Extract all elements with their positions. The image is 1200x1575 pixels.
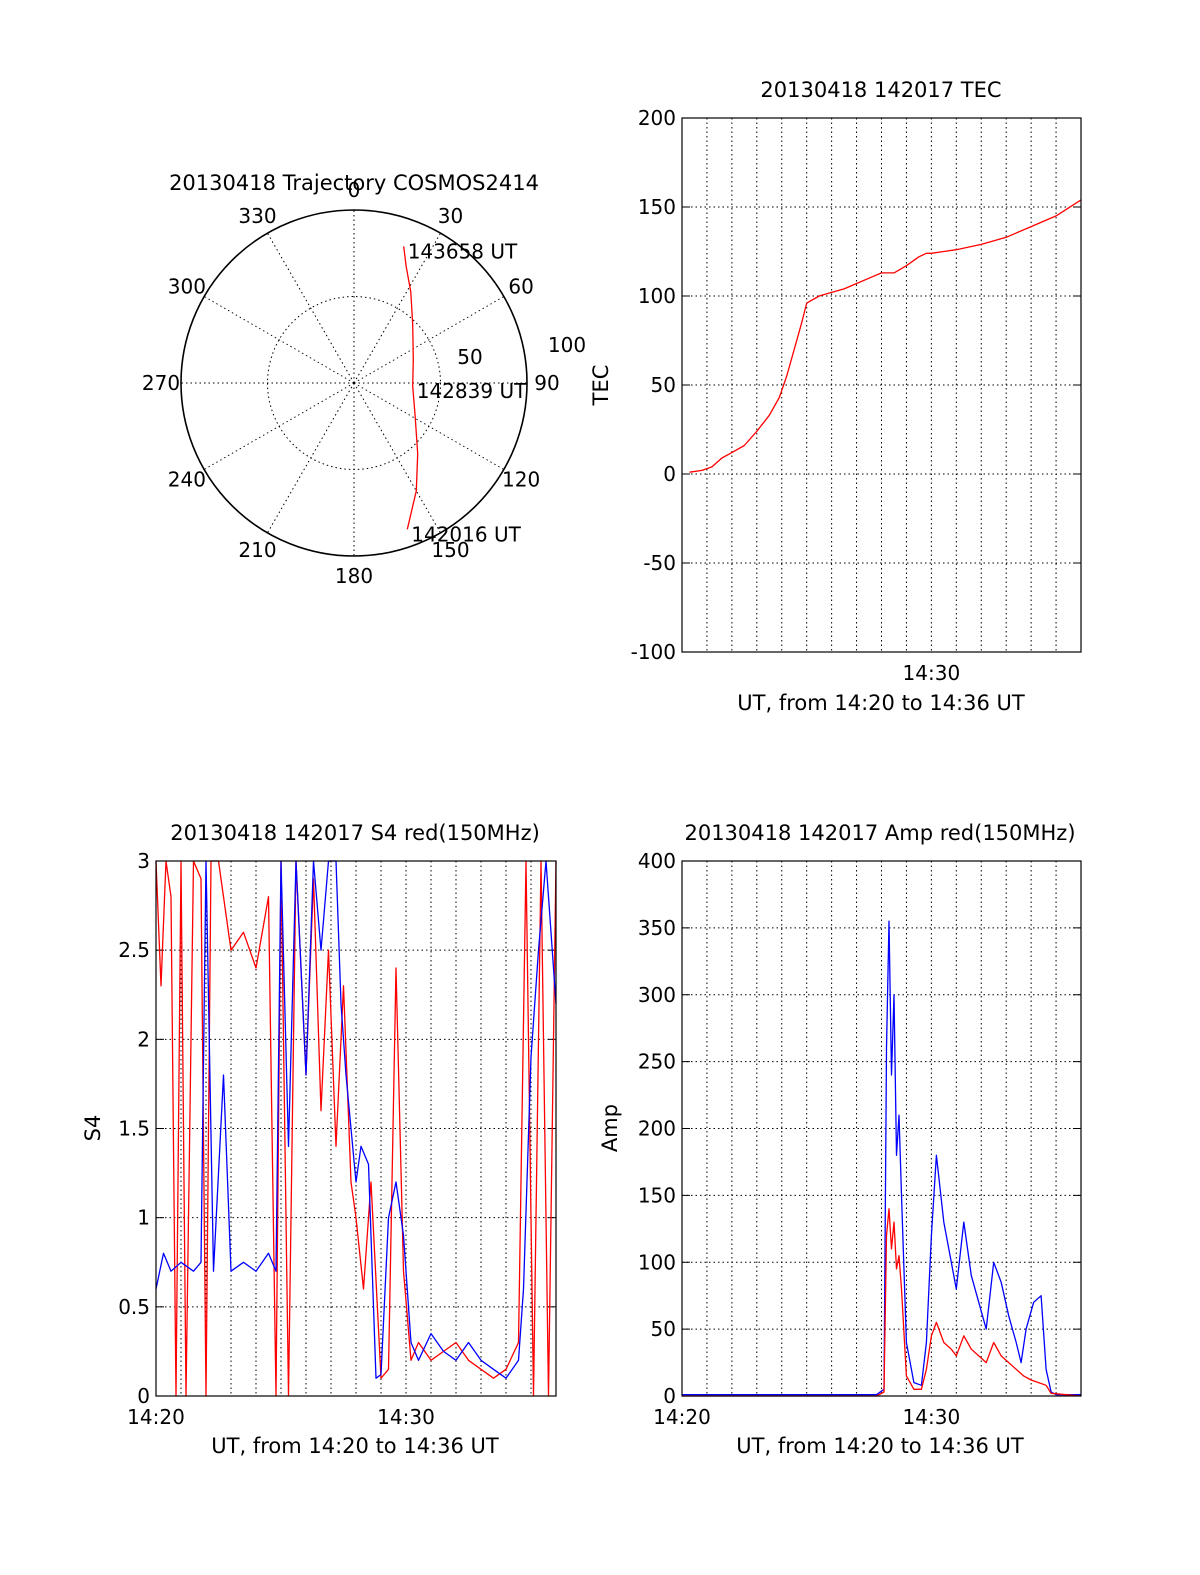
polar-angle-label: 210 (238, 538, 276, 562)
polar-spoke (353, 296, 505, 384)
polar-spoke (353, 382, 441, 534)
polar-angle-label: 120 (502, 468, 540, 492)
y-tick-label: 1 (137, 1206, 150, 1230)
s4-ylabel: S4 (81, 1115, 105, 1142)
amp-xlabel: UT, from 14:20 to 14:36 UT (736, 1434, 1024, 1458)
y-tick-label: 200 (638, 106, 676, 130)
polar-trajectory-line (403, 246, 419, 530)
polar-radius-label: 50 (457, 345, 482, 369)
y-tick-label: 0.5 (118, 1295, 150, 1319)
x-tick-label: 14:30 (903, 1405, 961, 1429)
plot-frame (155, 860, 557, 1397)
polar-spoke (267, 232, 355, 384)
polar-angle-label: 180 (335, 564, 373, 588)
tec-title: 20130418 142017 TEC (760, 78, 1001, 102)
series-line-2 (155, 860, 557, 1379)
x-tick-label: 14:30 (903, 661, 961, 685)
s4-title: 20130418 142017 S4 red(150MHz) (170, 821, 540, 845)
y-tick-label: 2 (137, 1027, 150, 1051)
polar-angle-label: 240 (168, 468, 206, 492)
plot-frame (681, 117, 1082, 653)
y-tick-label: 2.5 (118, 938, 150, 962)
polar-angle-label: 270 (142, 371, 180, 395)
plot-frame (681, 860, 1082, 1397)
y-tick-label: 50 (651, 1317, 676, 1341)
polar-labels: 0 30 60 90 120 150 180 210 240 270 300 330 50 100 (142, 178, 586, 588)
s4-xlabel: UT, from 14:20 to 14:36 UT (211, 1434, 499, 1458)
y-tick-label: 0 (137, 1384, 150, 1408)
polar-angle-label: 150 (431, 538, 469, 562)
polar-spoke (267, 382, 355, 534)
tec-xlabel: UT, from 14:20 to 14:36 UT (737, 691, 1025, 715)
y-tick-label: 250 (638, 1050, 676, 1074)
s4-plot: 3 2.5 2 1.5 1 0.5 014:20 14:30 (118, 849, 557, 1429)
y-tick-label: 400 (638, 849, 676, 873)
y-tick-label: -50 (643, 551, 676, 575)
s4-panel: 20130418 142017 S4 red(150MHz) UT, from … (81, 821, 557, 1458)
tec-plot: 200 150 100 50 0 -50 -100 14:30 (631, 106, 1082, 685)
amp-title: 20130418 142017 Amp red(150MHz) (684, 821, 1075, 845)
polar-angle-label: 0 (348, 178, 361, 202)
polar-spoke (203, 296, 355, 384)
y-tick-label: 100 (638, 1250, 676, 1274)
polar-angle-label: 330 (238, 204, 276, 228)
series-line-1 (155, 860, 557, 1397)
y-tick-label: 0 (663, 462, 676, 486)
y-tick-label: 1.5 (118, 1117, 150, 1141)
polar-grid (180, 209, 528, 557)
amp-plot: 400 350 300 250 200 150 100 50 014:20 14:30 (638, 849, 1082, 1429)
polar-title: 20130418 Trajectory COSMOS2414 (169, 171, 539, 195)
polar-trajectory-panel: 20130418 Trajectory COSMOS2414 0 30 60 90 12… (142, 171, 586, 588)
series-line-1 (689, 199, 1082, 473)
polar-spoke (203, 382, 355, 470)
y-tick-label: 50 (651, 373, 676, 397)
y-tick-label: 0 (663, 1384, 676, 1408)
polar-spoke (353, 382, 505, 470)
polar-time-annotation: 142839 UT (417, 379, 527, 403)
polar-outer-circle (180, 209, 528, 557)
y-tick-label: 350 (638, 916, 676, 940)
amp-ylabel: Amp (598, 1104, 622, 1152)
y-tick-label: 200 (638, 1117, 676, 1141)
polar-angle-label: 30 (438, 204, 463, 228)
series-line-2 (682, 1208, 1082, 1397)
polar-angle-label: 90 (534, 371, 559, 395)
y-tick-label: 100 (638, 284, 676, 308)
x-tick-label: 14:20 (653, 1405, 711, 1429)
polar-angle-label: 60 (508, 275, 533, 299)
polar-time-annotation: 143658 UT (408, 239, 518, 263)
x-tick-label: 14:30 (377, 1405, 435, 1429)
y-tick-label: 300 (638, 983, 676, 1007)
tec-panel: 20130418 142017 TEC UT, from 14:20 to 14… (589, 78, 1082, 715)
x-tick-label: 14:20 (127, 1405, 185, 1429)
polar-series: 143658 UT 142839 UT 142016 UT (403, 239, 527, 546)
y-tick-label: 150 (638, 195, 676, 219)
amp-panel: 20130418 142017 Amp red(150MHz) UT, from… (598, 821, 1082, 1458)
y-tick-label: -100 (631, 640, 676, 664)
series-line-1 (682, 920, 1081, 1396)
polar-angle-label: 300 (168, 275, 206, 299)
y-tick-label: 3 (137, 849, 150, 873)
polar-time-annotation: 142016 UT (411, 522, 521, 546)
polar-spoke (353, 232, 441, 384)
y-tick-label: 150 (638, 1183, 676, 1207)
tec-ylabel: TEC (589, 365, 613, 407)
polar-radius-label: 100 (548, 333, 586, 357)
